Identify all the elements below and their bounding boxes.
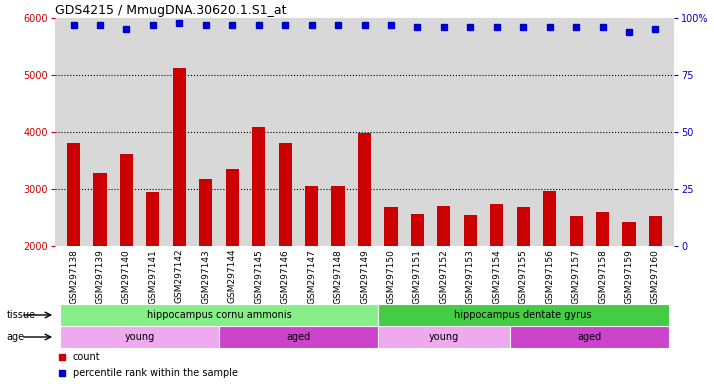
Text: percentile rank within the sample: percentile rank within the sample xyxy=(73,368,238,378)
Bar xyxy=(437,206,451,246)
Bar xyxy=(596,212,609,246)
Bar xyxy=(278,143,292,246)
Bar xyxy=(378,326,510,348)
Bar xyxy=(517,207,530,246)
Text: GDS4215 / MmugDNA.30620.1.S1_at: GDS4215 / MmugDNA.30620.1.S1_at xyxy=(55,3,286,17)
Bar xyxy=(411,214,424,246)
Text: hippocampus cornu ammonis: hippocampus cornu ammonis xyxy=(146,310,291,320)
Bar xyxy=(649,216,662,246)
Bar xyxy=(623,222,635,246)
Bar xyxy=(219,326,378,348)
Bar xyxy=(331,185,345,246)
Text: age: age xyxy=(6,332,25,342)
Bar xyxy=(252,127,266,246)
Bar xyxy=(490,204,503,246)
Bar xyxy=(199,179,212,246)
Bar xyxy=(67,143,80,246)
Text: aged: aged xyxy=(286,332,311,342)
Bar xyxy=(305,185,318,246)
Bar xyxy=(173,68,186,246)
Bar xyxy=(94,173,106,246)
Bar xyxy=(226,169,239,246)
Bar xyxy=(120,154,133,246)
Bar xyxy=(463,215,477,246)
Bar xyxy=(384,207,398,246)
Bar xyxy=(543,191,556,246)
Bar xyxy=(60,326,219,348)
Text: young: young xyxy=(428,332,459,342)
Bar xyxy=(378,304,669,326)
Text: tissue: tissue xyxy=(6,310,36,320)
Bar xyxy=(510,326,669,348)
Bar xyxy=(358,133,371,246)
Text: aged: aged xyxy=(577,332,601,342)
Bar xyxy=(60,304,378,326)
Bar xyxy=(570,216,583,246)
Text: count: count xyxy=(73,352,101,362)
Bar xyxy=(146,192,159,246)
Text: hippocampus dentate gyrus: hippocampus dentate gyrus xyxy=(455,310,592,320)
Text: young: young xyxy=(124,332,155,342)
